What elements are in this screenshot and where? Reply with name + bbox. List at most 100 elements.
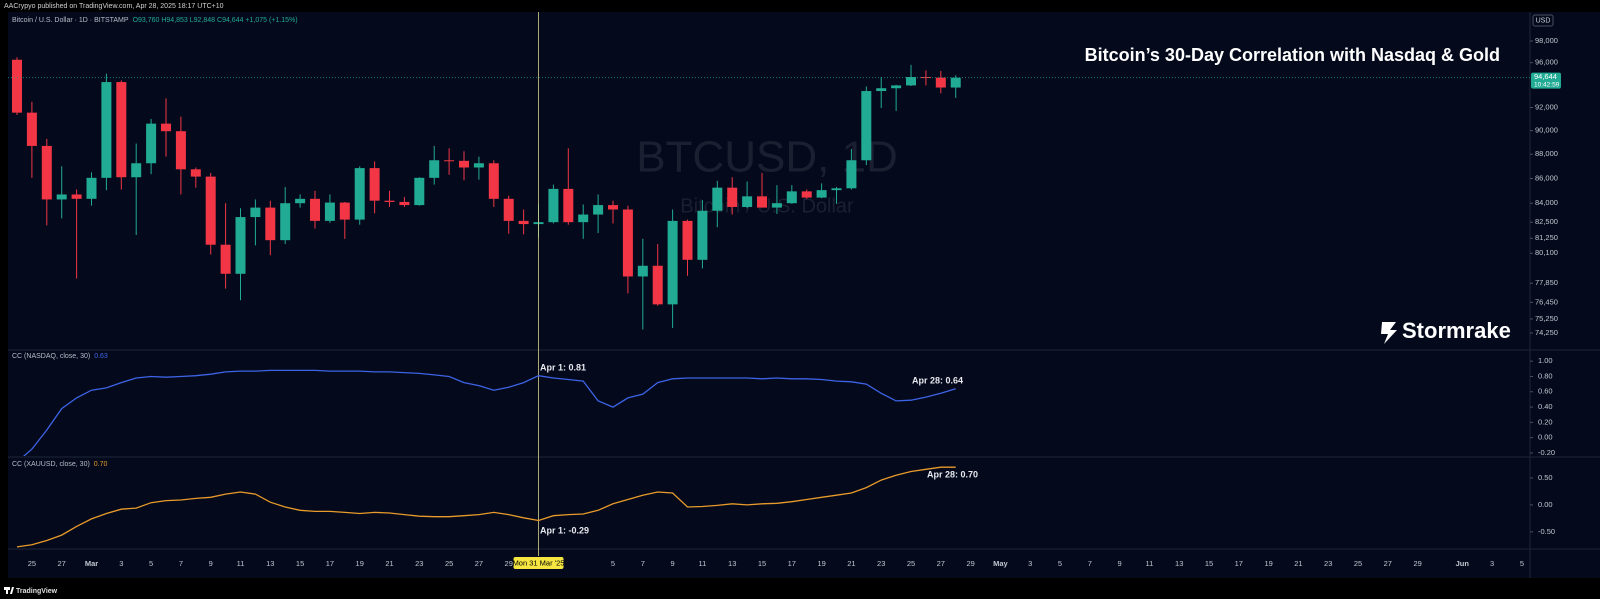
- candle-body: [861, 91, 872, 161]
- candle-body: [712, 187, 723, 211]
- crosshair-label-box: [513, 557, 564, 569]
- x-tick-label: 7: [641, 559, 645, 568]
- x-tick-label: 23: [877, 559, 885, 568]
- symbol-legend: Bitcoin / U.S. Dollar · 1D · BITSTAMP O93…: [12, 17, 298, 24]
- candle-body: [503, 198, 514, 221]
- x-tick-label: 5: [149, 559, 153, 568]
- candle-body: [280, 203, 291, 241]
- x-tick-label: 3: [1028, 559, 1032, 568]
- x-tick-label: 13: [728, 559, 736, 568]
- candle-body: [190, 169, 201, 177]
- candles: [12, 57, 961, 330]
- y-tick-label: -0.20: [1538, 448, 1555, 457]
- indicator-line: [16, 466, 956, 548]
- candle-body: [935, 77, 946, 88]
- candle-body: [786, 191, 797, 204]
- annotation: Apr 1: -0.29: [540, 525, 589, 535]
- candle-body: [816, 190, 827, 198]
- indicator-name: CC (XAUUSD, close, 30): [12, 461, 90, 468]
- y-tick-label: 88,000: [1535, 149, 1558, 158]
- x-tick-label: 7: [1088, 559, 1092, 568]
- candle-body: [161, 123, 172, 132]
- y-tick-label: 92,000: [1535, 102, 1558, 111]
- candle-body: [459, 160, 470, 168]
- candle-body: [310, 198, 321, 221]
- candle-body: [101, 82, 112, 178]
- candle-body: [369, 168, 380, 201]
- y-tick-label: 0.00: [1538, 433, 1553, 442]
- candle-body: [563, 188, 574, 223]
- candle-body: [205, 176, 216, 245]
- symbol: Bitcoin / U.S. Dollar · 1D · BITSTAMP: [12, 17, 129, 24]
- candle-body: [250, 207, 261, 218]
- indicator-legend: CC (XAUUSD, close, 30) 0.70: [12, 461, 108, 468]
- annotation: Apr 28: 0.64: [912, 375, 963, 385]
- candle-body: [12, 59, 23, 113]
- y-tick-label: 86,000: [1535, 173, 1558, 182]
- x-tick-label: 13: [266, 559, 274, 568]
- x-tick-label: 23: [415, 559, 423, 568]
- x-tick-label: 27: [58, 559, 66, 568]
- x-tick-label: 27: [475, 559, 483, 568]
- last-price-label: 94,644: [1534, 72, 1557, 81]
- y-tick-label: 0.00: [1538, 500, 1553, 509]
- x-tick-label: 11: [1146, 559, 1154, 568]
- chart-background: [8, 12, 1600, 578]
- x-tick-label: May: [993, 559, 1008, 568]
- x-tick-label: 29: [505, 559, 513, 568]
- footer-logo: [4, 587, 14, 594]
- x-tick-label: 13: [1175, 559, 1183, 568]
- y-tick-label: 0.20: [1538, 417, 1553, 426]
- x-tick-label: 23: [1324, 559, 1332, 568]
- y-tick-label: 76,450: [1535, 297, 1558, 306]
- candle-body: [578, 214, 589, 223]
- x-tick-label: 21: [847, 559, 855, 568]
- candle-body: [622, 209, 633, 277]
- brand-logo: Stormrake: [1381, 318, 1511, 344]
- crosshair-label: Mon 31 Mar '25: [513, 558, 565, 567]
- candle-body: [265, 207, 276, 241]
- indicator-name: CC (NASDAQ, close, 30): [12, 353, 90, 360]
- candle-body: [652, 265, 663, 305]
- candle-body: [131, 163, 142, 178]
- y-tick-label: 81,250: [1535, 233, 1558, 242]
- candle-body: [295, 198, 306, 204]
- x-tick-label: Jun: [1456, 559, 1470, 568]
- chart-title: Bitcoin’s 30-Day Correlation with Nasdaq…: [1085, 45, 1500, 65]
- y-tick-label: 96,000: [1535, 58, 1558, 67]
- candle-body: [697, 210, 708, 260]
- x-tick-label: 15: [1205, 559, 1213, 568]
- y-tick-label: 75,250: [1535, 314, 1558, 323]
- candle-body: [354, 168, 365, 220]
- candle-body: [727, 187, 738, 207]
- candle-body: [876, 88, 887, 92]
- candle-body: [235, 217, 246, 274]
- annotation: Apr 28: 0.70: [927, 469, 978, 479]
- y-tick-label: 0.40: [1538, 402, 1553, 411]
- countdown-label: 10:42:59: [1534, 81, 1560, 88]
- brand-name: Stormrake: [1402, 318, 1511, 343]
- x-tick-label: 25: [445, 559, 453, 568]
- candle-body: [146, 123, 157, 164]
- x-tick-label: 29: [1413, 559, 1421, 568]
- candle-body: [71, 194, 82, 199]
- candle-body: [831, 188, 842, 191]
- x-tick-label: 27: [1384, 559, 1392, 568]
- candle-body: [175, 131, 186, 170]
- y-tick-label: 98,000: [1535, 36, 1558, 45]
- currency: USD: [1536, 17, 1551, 24]
- x-tick-label: 9: [671, 559, 675, 568]
- candle-body: [473, 163, 484, 168]
- candle-body: [339, 202, 350, 220]
- x-tick-label: 17: [788, 559, 796, 568]
- candle-body: [414, 177, 425, 206]
- y-tick-label: 1.00: [1538, 356, 1553, 365]
- y-tick-label: 80,100: [1535, 248, 1558, 257]
- y-tick-label: 77,850: [1535, 278, 1558, 287]
- currency-box: [1532, 14, 1554, 27]
- x-tick-label: 15: [758, 559, 766, 568]
- publisher-note: AACrypyo published on TradingView.com, A…: [4, 3, 224, 10]
- candle-body: [757, 196, 768, 208]
